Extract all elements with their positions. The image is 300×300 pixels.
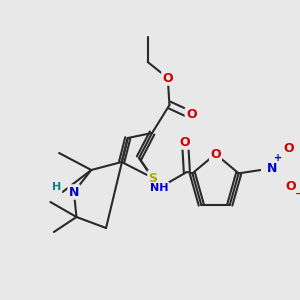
Text: O: O [186, 109, 196, 122]
Text: S: S [148, 172, 158, 184]
Text: O: O [284, 142, 294, 155]
Text: NH: NH [150, 183, 168, 193]
Text: −: − [295, 189, 300, 199]
Text: N: N [266, 162, 277, 175]
Text: O: O [210, 148, 221, 160]
Text: O: O [180, 136, 190, 148]
Text: H: H [52, 182, 61, 192]
Text: O: O [162, 71, 173, 85]
Text: N: N [69, 185, 79, 199]
Text: +: + [274, 153, 282, 163]
Text: O: O [286, 180, 296, 193]
